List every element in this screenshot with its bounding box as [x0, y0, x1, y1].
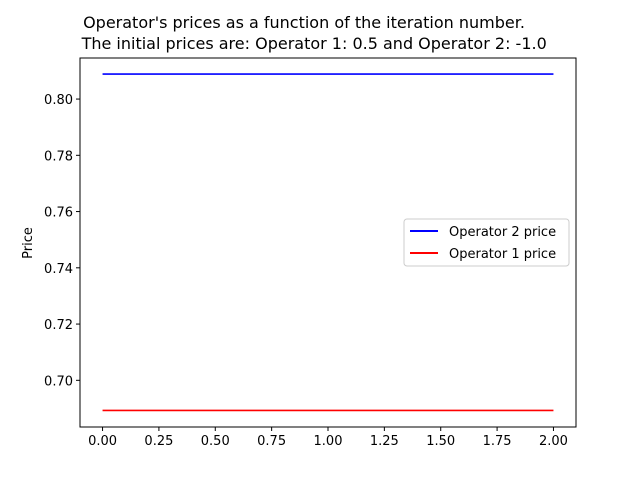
x-tick-label: 1.00 — [314, 434, 343, 449]
legend-box — [403, 218, 570, 267]
x-tick-label: 1.75 — [483, 434, 512, 449]
legend-label-operator-1: Operator 1 price — [449, 247, 556, 262]
chart-title-line-2: The initial prices are: Operator 1: 0.5 … — [61, 34, 547, 53]
y-tick-label: 0.72 — [44, 318, 73, 333]
x-tick-label: 0.75 — [257, 434, 286, 449]
y-tick-label: 0.80 — [44, 93, 73, 108]
x-tick-label: 1.50 — [426, 434, 455, 449]
x-tick-label: 2.00 — [539, 434, 568, 449]
x-tick-label: 0.00 — [88, 434, 117, 449]
plot-frame — [79, 57, 577, 428]
legend: Operator 2 price Operator 1 price — [403, 218, 570, 267]
y-axis-ticks: 0.70 0.72 0.74 0.76 0.78 0.80 — [44, 93, 80, 389]
x-tick-label: 0.25 — [144, 434, 173, 449]
x-tick-label: 0.50 — [201, 434, 230, 449]
chart-title-line-1: Operator's prices as a function of the i… — [83, 13, 525, 32]
series-lines — [102, 73, 554, 412]
legend-label-operator-2: Operator 2 price — [449, 225, 556, 240]
x-axis-ticks: 0.00 0.25 0.50 0.75 1.00 1.25 1.50 1.75 2.00 — [88, 427, 568, 449]
y-tick-label: 0.78 — [44, 149, 73, 164]
y-tick-label: 0.70 — [44, 374, 73, 389]
y-axis-label: Price — [21, 227, 36, 259]
y-tick-label: 0.76 — [44, 206, 73, 221]
y-tick-label: 0.74 — [44, 262, 73, 277]
x-tick-label: 1.25 — [370, 434, 399, 449]
